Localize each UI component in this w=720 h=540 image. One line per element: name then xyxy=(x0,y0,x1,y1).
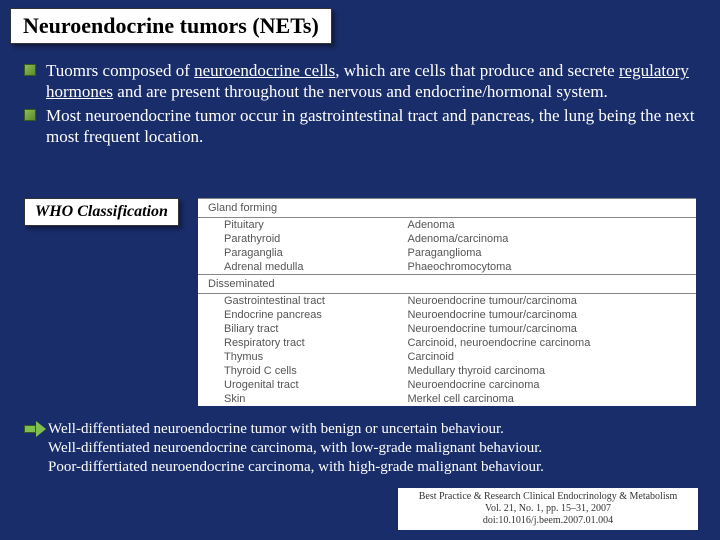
slide-title: Neuroendocrine tumors (NETs) xyxy=(23,13,319,38)
bullet-item: Tuomrs composed of neuroendocrine cells,… xyxy=(24,60,700,103)
citation-line: Best Practice & Research Clinical Endocr… xyxy=(402,491,694,503)
table-cell: Medullary thyroid carcinoma xyxy=(397,364,696,378)
bullet-item: Most neuroendocrine tumor occur in gastr… xyxy=(24,105,700,148)
table-cell: Urogenital tract xyxy=(198,378,397,392)
table-cell: Skin xyxy=(198,392,397,406)
table-row: Endocrine pancreasNeuroendocrine tumour/… xyxy=(198,308,696,322)
table-section-row: Disseminated xyxy=(198,274,696,294)
table-cell: Phaeochromocytoma xyxy=(397,260,696,274)
table-row: Thyroid C cellsMedullary thyroid carcino… xyxy=(198,364,696,378)
table-row: Respiratory tractCarcinoid, neuroendocri… xyxy=(198,336,696,350)
table-row: PituitaryAdenoma xyxy=(198,218,696,232)
text-underline: neuroendocrine cells xyxy=(194,61,335,80)
table-header-cell xyxy=(397,198,696,218)
arrow-icon xyxy=(24,422,46,436)
table-cell: Neuroendocrine tumour/carcinoma xyxy=(397,322,696,336)
bullet-list: Tuomrs composed of neuroendocrine cells,… xyxy=(24,60,700,149)
table-cell: Thyroid C cells xyxy=(198,364,397,378)
arrow-line: Well-diffentiated neuroendocrine carcino… xyxy=(48,439,544,458)
table-cell: Adrenal medulla xyxy=(198,260,397,274)
table-row: Biliary tractNeuroendocrine tumour/carci… xyxy=(198,322,696,336)
table-cell: Endocrine pancreas xyxy=(198,308,397,322)
arrow-line: Poor-differtiated neuroendocrine carcino… xyxy=(48,458,544,477)
table-cell: Carcinoid, neuroendocrine carcinoma xyxy=(397,336,696,350)
arrow-summary: Well-diffentiated neuroendocrine tumor w… xyxy=(24,420,700,476)
table-cell: Paraganglioma xyxy=(397,246,696,260)
table-cell: Paraganglia xyxy=(198,246,397,260)
text-fragment: , which are cells that produce and secre… xyxy=(335,61,619,80)
table-cell: Adenoma xyxy=(397,218,696,232)
text-fragment: Tuomrs composed of xyxy=(46,61,194,80)
table-cell: Biliary tract xyxy=(198,322,397,336)
table-row: Adrenal medullaPhaeochromocytoma xyxy=(198,260,696,274)
table-cell: Merkel cell carcinoma xyxy=(397,392,696,406)
table-section-cell: Disseminated xyxy=(198,274,696,294)
table-cell: Parathyroid xyxy=(198,232,397,246)
table-cell: Thymus xyxy=(198,350,397,364)
classification-table: Gland forming PituitaryAdenomaParathyroi… xyxy=(198,198,696,406)
who-classification-label: WHO Classification xyxy=(24,198,179,226)
bullet-text: Most neuroendocrine tumor occur in gastr… xyxy=(46,105,700,148)
table-cell: Respiratory tract xyxy=(198,336,397,350)
arrow-lines: Well-diffentiated neuroendocrine tumor w… xyxy=(48,420,544,476)
table-row: Gastrointestinal tractNeuroendocrine tum… xyxy=(198,294,696,308)
bullet-text: Tuomrs composed of neuroendocrine cells,… xyxy=(46,60,700,103)
bullet-icon xyxy=(24,64,36,76)
table-header-row: Gland forming xyxy=(198,198,696,218)
slide-title-box: Neuroendocrine tumors (NETs) xyxy=(10,8,332,44)
citation-line: Vol. 21, No. 1, pp. 15–31, 2007 xyxy=(402,503,694,515)
citation-box: Best Practice & Research Clinical Endocr… xyxy=(398,488,698,530)
table-row: SkinMerkel cell carcinoma xyxy=(198,392,696,406)
table-cell: Neuroendocrine tumour/carcinoma xyxy=(397,308,696,322)
table-cell: Neuroendocrine carcinoma xyxy=(397,378,696,392)
table-row: ThymusCarcinoid xyxy=(198,350,696,364)
table-cell: Gastrointestinal tract xyxy=(198,294,397,308)
table-cell: Pituitary xyxy=(198,218,397,232)
table-cell: Carcinoid xyxy=(397,350,696,364)
table-header-cell: Gland forming xyxy=(198,198,397,218)
table-row: Urogenital tractNeuroendocrine carcinoma xyxy=(198,378,696,392)
table-row: ParagangliaParaganglioma xyxy=(198,246,696,260)
table-cell: Neuroendocrine tumour/carcinoma xyxy=(397,294,696,308)
text-fragment: and are present throughout the nervous a… xyxy=(113,82,608,101)
arrow-line: Well-diffentiated neuroendocrine tumor w… xyxy=(48,420,544,439)
bullet-icon xyxy=(24,109,36,121)
citation-line: doi:10.1016/j.beem.2007.01.004 xyxy=(402,515,694,527)
table-cell: Adenoma/carcinoma xyxy=(397,232,696,246)
table-row: ParathyroidAdenoma/carcinoma xyxy=(198,232,696,246)
